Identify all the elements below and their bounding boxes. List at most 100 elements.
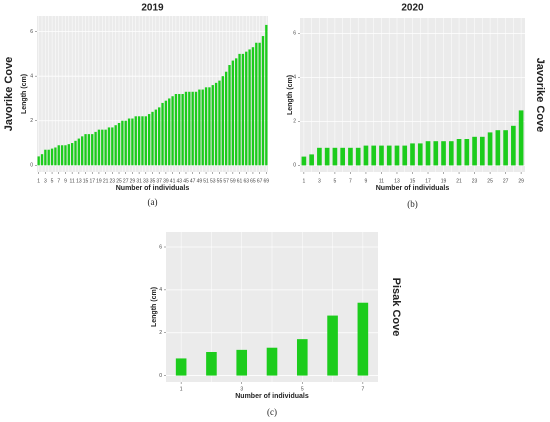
bar xyxy=(50,148,54,166)
x-tick-label: 35 xyxy=(150,178,156,184)
x-tick-label: 21 xyxy=(103,178,109,184)
x-tick-label: 23 xyxy=(110,178,116,184)
bar xyxy=(158,107,161,166)
y-tick-label: 4 xyxy=(293,75,296,81)
bar xyxy=(218,80,221,166)
y-tick-label: 2 xyxy=(293,119,296,125)
bar xyxy=(355,147,361,166)
bar xyxy=(379,145,384,166)
bar xyxy=(255,42,258,166)
x-tick-label: 5 xyxy=(301,386,304,392)
x-tick-label: 37 xyxy=(156,178,162,184)
bar xyxy=(107,127,111,166)
x-tick-label: 23 xyxy=(472,178,478,184)
x-tick-label: 13 xyxy=(394,178,400,184)
bar xyxy=(181,94,184,166)
x-tick-label: 7 xyxy=(361,386,364,392)
bar xyxy=(44,149,47,166)
x-tick-label: 27 xyxy=(123,178,129,184)
bar xyxy=(327,315,338,376)
bar xyxy=(332,147,338,166)
x-tick-label: 11 xyxy=(379,178,384,184)
bar xyxy=(495,130,501,166)
bar xyxy=(204,87,208,166)
bar xyxy=(317,147,322,166)
x-tick-label: 15 xyxy=(83,178,89,184)
x-tick-label: 11 xyxy=(70,178,75,184)
x-tick-label: 59 xyxy=(230,178,236,184)
bar xyxy=(251,47,255,166)
bar xyxy=(121,120,124,166)
y-tick-label: 6 xyxy=(293,31,296,37)
y-tick-label: 2 xyxy=(30,118,33,124)
bar xyxy=(74,140,77,166)
bar xyxy=(198,89,201,166)
bar xyxy=(266,347,278,376)
bar xyxy=(228,65,231,166)
bar xyxy=(144,116,147,166)
bar xyxy=(114,125,117,166)
x-tick-label: 69 xyxy=(264,178,270,184)
bar xyxy=(448,141,454,166)
bar xyxy=(235,58,238,166)
bar xyxy=(410,143,415,166)
x-tick-label: 27 xyxy=(503,178,509,184)
bar xyxy=(456,139,462,166)
bar xyxy=(175,358,187,376)
bar xyxy=(487,132,493,166)
bar xyxy=(340,147,345,166)
bar xyxy=(87,134,91,166)
x-axis-label: Number of individuals xyxy=(116,185,190,192)
x-tick-label: 45 xyxy=(183,178,189,184)
x-tick-label: 31 xyxy=(136,178,142,184)
x-tick-label: 17 xyxy=(89,178,95,184)
x-tick-label: 67 xyxy=(257,178,263,184)
bar xyxy=(236,349,248,376)
x-tick-label: 19 xyxy=(96,178,102,184)
caption: (c) xyxy=(267,407,277,417)
bar xyxy=(57,145,60,166)
bar xyxy=(147,114,151,166)
y-tick-label: 4 xyxy=(30,73,33,79)
x-tick-label: 57 xyxy=(223,178,229,184)
bar xyxy=(47,149,50,166)
y-tick-label: 0 xyxy=(293,163,296,169)
x-tick-label: 33 xyxy=(143,178,149,184)
bar xyxy=(245,51,248,166)
y-tick-label: 0 xyxy=(159,373,162,379)
bar xyxy=(81,136,84,166)
caption: (a) xyxy=(148,197,158,207)
x-tick-label: 1 xyxy=(37,178,40,184)
bar xyxy=(208,87,211,166)
bar xyxy=(241,53,245,166)
x-tick-label: 29 xyxy=(130,178,136,184)
bar xyxy=(214,82,218,166)
bar xyxy=(134,116,137,166)
x-tick-label: 3 xyxy=(318,178,321,184)
bar xyxy=(91,134,94,166)
bar xyxy=(178,94,181,166)
x-tick-label: 49 xyxy=(197,178,203,184)
x-tick-label: 61 xyxy=(237,178,243,184)
bar xyxy=(117,122,121,166)
site-label: Javorike Cove xyxy=(534,58,546,133)
bar xyxy=(511,125,516,166)
x-tick-label: 25 xyxy=(116,178,122,184)
bar xyxy=(184,91,188,166)
bar xyxy=(309,154,314,166)
bar xyxy=(394,145,400,166)
bar xyxy=(40,154,44,166)
bar xyxy=(164,100,168,166)
bar xyxy=(60,145,64,166)
chart-title: 2020 xyxy=(401,3,424,14)
bar xyxy=(480,136,485,166)
x-tick-label: 7 xyxy=(57,178,60,184)
y-axis-label: Length (cm) xyxy=(287,75,294,115)
x-tick-label: 19 xyxy=(441,178,447,184)
bar xyxy=(224,71,228,166)
bar xyxy=(154,109,158,166)
caption: (b) xyxy=(407,199,418,209)
bar xyxy=(518,110,524,166)
bar xyxy=(54,147,57,166)
x-tick-label: 1 xyxy=(180,386,183,392)
